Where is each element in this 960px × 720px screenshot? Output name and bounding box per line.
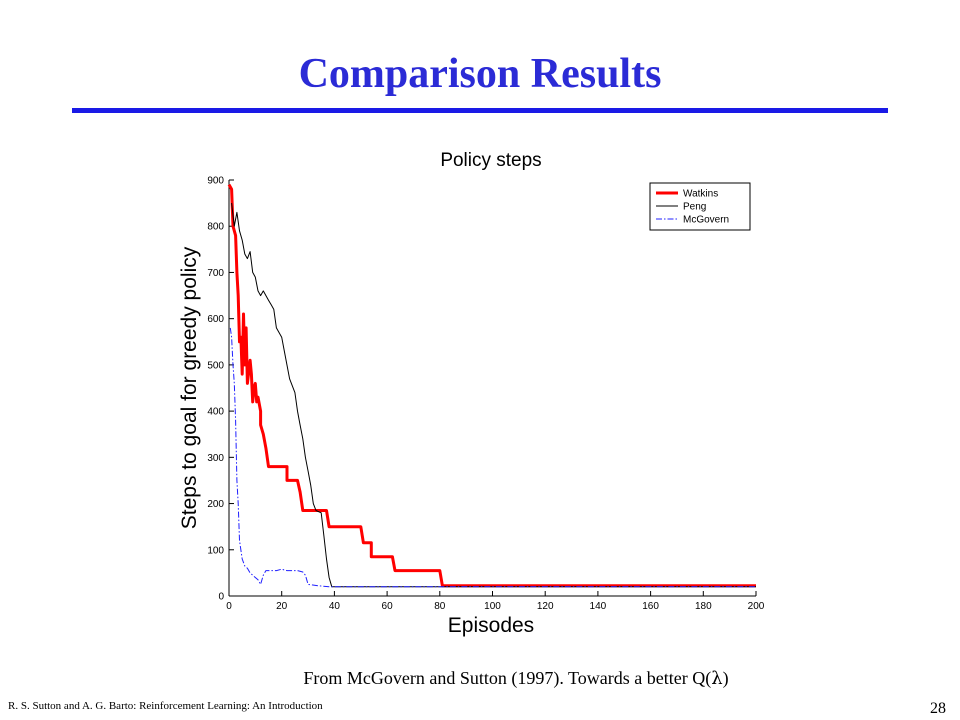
y-tick-label: 800	[207, 222, 224, 233]
x-tick-label: 80	[434, 601, 446, 612]
chart-title: Policy steps	[440, 150, 541, 171]
x-tick-label: 100	[484, 601, 501, 612]
y-tick-label: 200	[207, 499, 224, 510]
legend-label-watkins: Watkins	[683, 189, 718, 200]
figure-caption: From McGovern and Sutton (1997). Towards…	[0, 668, 960, 689]
x-tick-label: 40	[329, 601, 341, 612]
plot-area: 0 20 40 60 80 100 120 140 160 180 200 0 100 200 300 400…	[207, 176, 764, 613]
x-tick-label: 200	[748, 601, 765, 612]
series-line-watkins	[227, 183, 756, 588]
y-tick-label: 300	[207, 453, 224, 464]
x-tick-label: 20	[276, 601, 288, 612]
slide-title: Comparison Results	[298, 51, 662, 97]
caption-close: )	[722, 668, 729, 688]
x-axis-label: Episodes	[448, 614, 534, 637]
y-tick-label: 600	[207, 314, 224, 325]
series-line-peng	[231, 203, 756, 588]
title-underline	[72, 108, 888, 113]
x-tick-label: 180	[695, 601, 712, 612]
x-tick-label: 160	[642, 601, 659, 612]
y-tick-label: 700	[207, 268, 224, 279]
policy-steps-chart: Policy steps 0 20 40 60 80 100 120 140 160 180 200…	[178, 150, 765, 637]
series-line-mcgovern	[229, 327, 756, 588]
y-tick-label: 500	[207, 360, 224, 371]
x-tick-label: 120	[537, 601, 554, 612]
y-tick-label: 100	[207, 545, 224, 556]
x-tick-label: 140	[590, 601, 607, 612]
y-tick-label: 0	[218, 592, 224, 603]
x-tick-label: 60	[382, 601, 394, 612]
x-tick-label: 0	[226, 601, 232, 612]
y-axis-label: Steps to goal for greedy policy	[178, 246, 201, 529]
lambda-symbol: λ	[711, 668, 723, 689]
y-tick-label: 400	[207, 407, 224, 418]
legend-label-mcgovern: McGovern	[683, 215, 729, 226]
page-number: 28	[930, 700, 946, 717]
caption-text: From McGovern and Sutton (1997). Towards…	[303, 668, 712, 688]
legend-label-peng: Peng	[683, 202, 706, 213]
footer-citation: R. S. Sutton and A. G. Barto: Reinforcem…	[8, 700, 323, 712]
y-tick-label: 900	[207, 176, 224, 187]
